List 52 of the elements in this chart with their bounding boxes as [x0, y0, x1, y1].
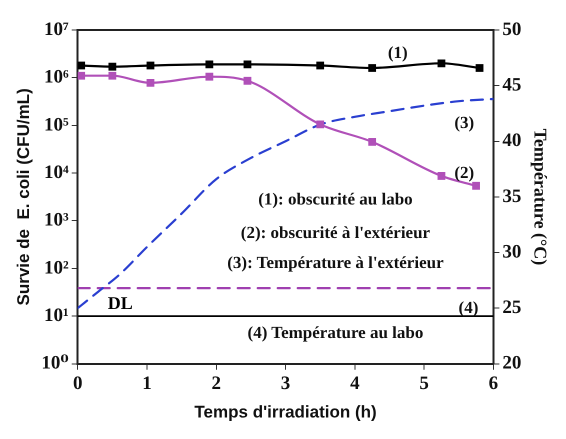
- annotation: (3): Température à l'extérieur: [227, 253, 444, 272]
- point: [244, 60, 252, 68]
- point: [146, 62, 154, 70]
- point: [316, 120, 324, 128]
- x-tick-label: 2: [212, 373, 222, 394]
- y2-tick-label: 25: [502, 297, 522, 318]
- x-tick-label: 4: [350, 373, 360, 394]
- annotation: (2): [454, 162, 474, 182]
- y-tick-label: 10⁰: [41, 352, 69, 374]
- point: [146, 78, 154, 87]
- y2-axis-title: Température (°C): [530, 128, 551, 266]
- y-tick-label: 10⁶: [44, 66, 70, 88]
- point: [78, 62, 86, 70]
- point: [108, 62, 116, 71]
- annotation: (2): obscurité à l'extérieur: [240, 223, 431, 242]
- annotation: (3): [454, 112, 474, 132]
- y-tick-label: 10⁴: [44, 162, 70, 183]
- x-tick-label: 0: [72, 373, 82, 394]
- x-tick-label: 3: [280, 373, 290, 394]
- x-axis-title: Temps d'irradiation (h): [194, 402, 377, 422]
- y2-tick-label: 30: [502, 241, 522, 262]
- x-tick-label: 5: [419, 373, 429, 394]
- point: [244, 76, 252, 85]
- y2-tick-label: 50: [502, 18, 522, 40]
- point: [316, 62, 324, 70]
- y-tick-label: 10⁵: [44, 114, 70, 136]
- ref-line-label: DL: [108, 292, 133, 313]
- point: [108, 72, 116, 80]
- y-tick-label: 10²: [44, 257, 70, 278]
- y2-tick-label: 40: [502, 130, 522, 152]
- point: [472, 182, 480, 190]
- y-tick-label: 10¹: [44, 305, 69, 326]
- point: [368, 64, 376, 72]
- y-tick-label: 10⁷: [44, 18, 70, 40]
- point: [476, 64, 484, 72]
- annotation: (1): [388, 42, 408, 62]
- y-tick-label: 10³: [44, 210, 70, 231]
- y2-tick-label: 20: [502, 352, 522, 374]
- point: [78, 72, 86, 80]
- point: [205, 72, 214, 81]
- point: [438, 59, 446, 68]
- x-tick-label: 6: [488, 373, 498, 394]
- point: [438, 172, 446, 180]
- y2-tick-label: 45: [502, 74, 522, 96]
- annotation: (1): obscurité au labo: [258, 190, 413, 209]
- point: [368, 138, 376, 146]
- annotation: (4): [458, 298, 478, 318]
- x-tick-label: 1: [142, 373, 152, 394]
- annotation: (4) Température au labo: [248, 323, 424, 342]
- y-axis-title: Survie de E. coli (CFU/mL): [14, 88, 33, 306]
- point: [205, 60, 214, 68]
- y2-tick-label: 35: [502, 186, 522, 207]
